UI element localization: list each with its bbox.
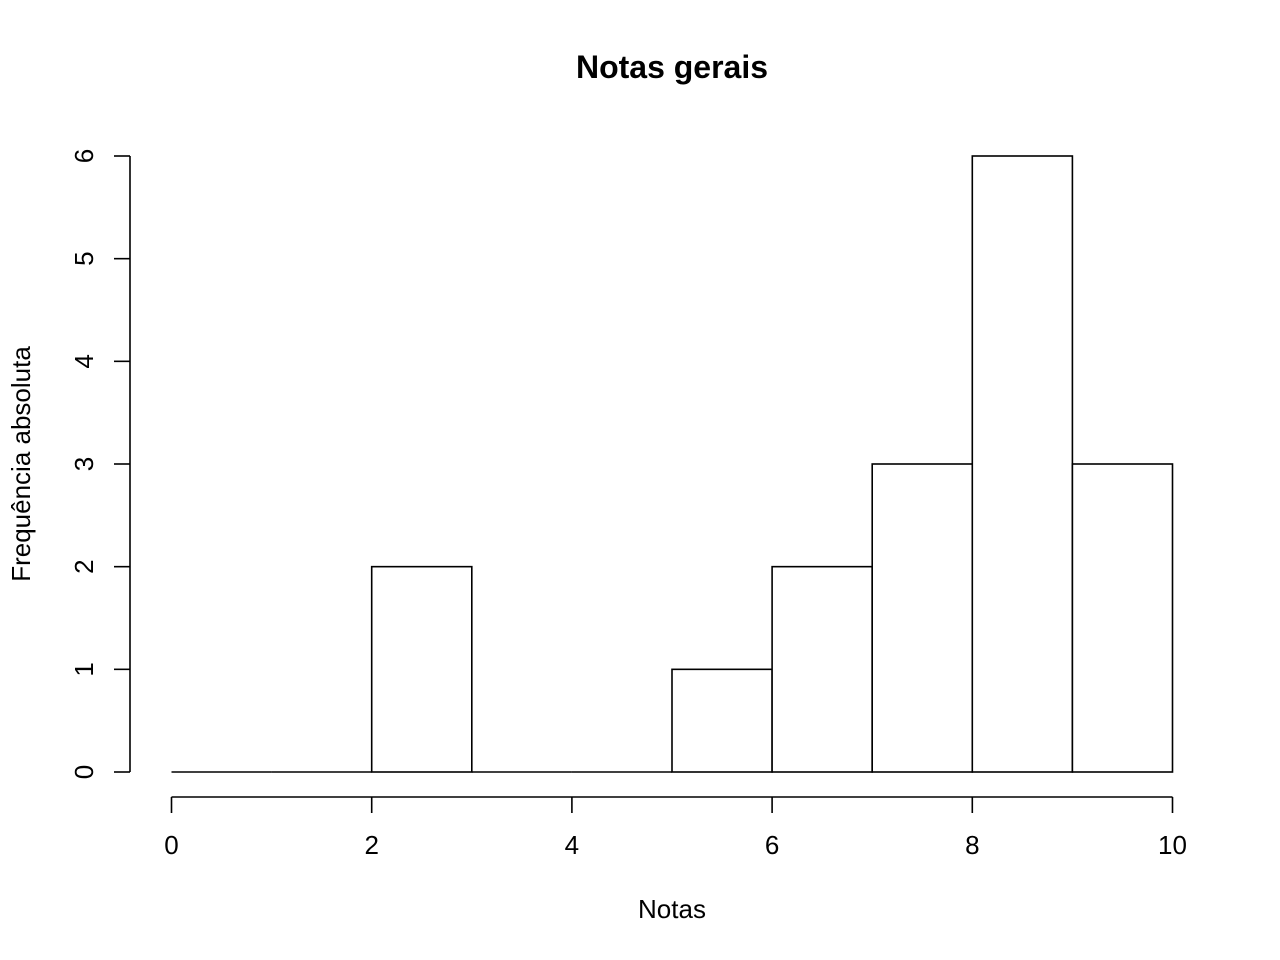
y-tick-label: 2 xyxy=(69,559,99,573)
x-tick-label: 8 xyxy=(965,830,979,860)
y-tick-label: 0 xyxy=(69,765,99,779)
x-tick-label: 4 xyxy=(565,830,579,860)
y-axis: 0 1 2 3 4 5 6 xyxy=(69,149,131,779)
histogram-bar-8-9 xyxy=(971,155,1074,773)
x-axis: 0 2 4 6 8 10 xyxy=(164,796,1187,860)
x-axis-label: Notas xyxy=(638,894,706,924)
y-tick-label: 6 xyxy=(69,149,99,163)
y-tick-label: 3 xyxy=(69,457,99,471)
histogram-bar-2-3 xyxy=(370,565,473,773)
y-tick-label: 1 xyxy=(69,662,99,676)
histogram-bar-7-8 xyxy=(871,463,974,773)
x-tick-label: 2 xyxy=(364,830,378,860)
x-tick-label: 0 xyxy=(164,830,178,860)
histogram-bar-9-10 xyxy=(1071,463,1174,773)
bars-group xyxy=(171,155,1174,773)
histogram-bar-5-6 xyxy=(671,668,773,773)
y-tick-label: 4 xyxy=(69,354,99,368)
x-tick-label: 10 xyxy=(1158,830,1187,860)
y-axis-label: Frequência absoluta xyxy=(6,346,36,582)
x-tick-label: 6 xyxy=(765,830,779,860)
y-tick-label: 5 xyxy=(69,251,99,265)
chart-title: Notas gerais xyxy=(576,49,768,85)
histogram-bar-6-7 xyxy=(771,565,873,773)
